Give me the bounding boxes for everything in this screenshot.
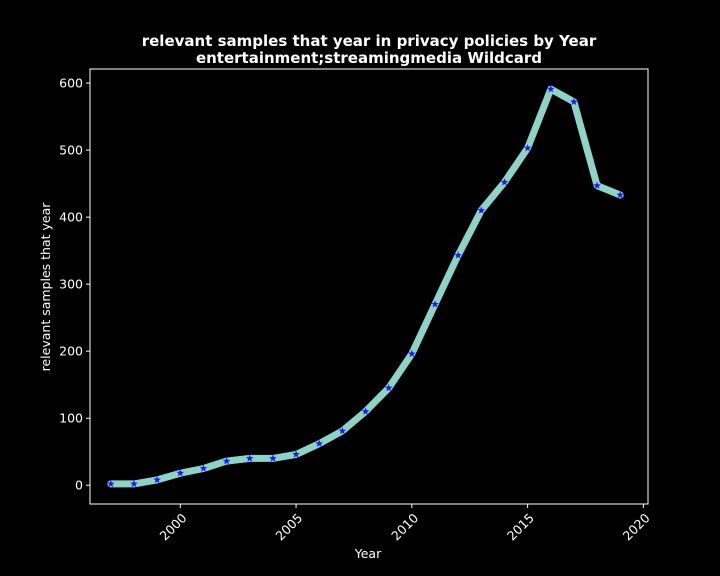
x-tick-label: 2010 bbox=[388, 510, 421, 543]
data-point-marker bbox=[546, 85, 555, 93]
chart-title: relevant samples that year in privacy po… bbox=[141, 32, 597, 50]
data-point-marker bbox=[500, 178, 509, 186]
data-point-marker bbox=[176, 469, 185, 477]
data-point-marker bbox=[107, 479, 115, 488]
data-point-marker bbox=[315, 439, 324, 447]
x-tick-label: 2000 bbox=[157, 510, 190, 543]
y-tick-label: 400 bbox=[59, 210, 83, 225]
x-tick-label: 2015 bbox=[504, 510, 537, 543]
data-point-marker bbox=[477, 206, 486, 214]
data-point-marker bbox=[130, 479, 138, 488]
y-axis: 0 100 200 300 400 500 600 bbox=[59, 76, 90, 493]
x-axis-label: Year bbox=[354, 546, 382, 561]
y-tick-label: 100 bbox=[59, 411, 83, 426]
series-group bbox=[107, 85, 625, 488]
data-point-marker bbox=[593, 181, 601, 189]
data-point-marker bbox=[523, 144, 532, 152]
data-point-marker bbox=[408, 349, 416, 358]
data-point-marker bbox=[616, 191, 625, 199]
x-tick-label: 2020 bbox=[620, 510, 653, 543]
series-line bbox=[107, 85, 624, 488]
x-tick-label: 2005 bbox=[272, 510, 305, 543]
data-point-marker bbox=[245, 454, 254, 462]
data-point-marker bbox=[269, 454, 277, 462]
data-point-marker bbox=[222, 457, 231, 465]
y-tick-label: 500 bbox=[59, 143, 83, 158]
chart-subtitle: entertainment;streamingmedia Wildcard bbox=[195, 49, 543, 67]
data-point-marker bbox=[292, 450, 300, 458]
x-axis: 2000 2005 2010 2015 2020 bbox=[157, 504, 653, 543]
data-point-marker bbox=[361, 407, 370, 415]
data-point-marker bbox=[338, 426, 347, 435]
data-point-marker bbox=[570, 97, 578, 106]
data-point-marker bbox=[454, 251, 462, 259]
y-tick-label: 200 bbox=[59, 344, 83, 359]
y-tick-label: 0 bbox=[75, 478, 83, 493]
y-tick-label: 300 bbox=[59, 277, 83, 292]
data-point-marker bbox=[384, 384, 393, 392]
data-point-marker bbox=[431, 300, 439, 308]
y-tick-label: 600 bbox=[59, 76, 83, 91]
y-axis-label: relevant samples that year bbox=[38, 202, 53, 372]
data-point-marker bbox=[153, 475, 161, 484]
plot-area-frame bbox=[89, 68, 649, 505]
data-point-marker bbox=[199, 464, 208, 472]
